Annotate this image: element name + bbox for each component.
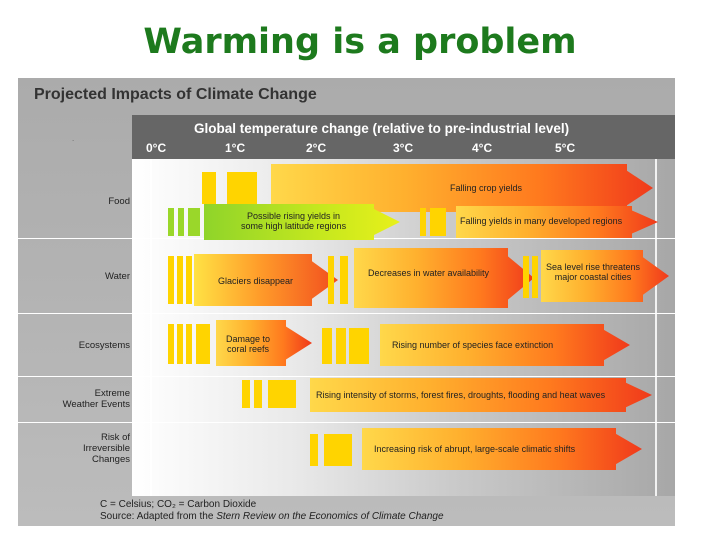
impact-step-bar (242, 380, 250, 408)
impact-step-bar (186, 256, 192, 304)
impact-step-bar (268, 380, 296, 408)
row-label-water: Water (105, 271, 130, 282)
impact-step-bar (328, 256, 334, 304)
axis-title: Global temperature change (relative to p… (194, 121, 570, 136)
slide-title: Warming is a problem (143, 22, 577, 62)
impact-arrow-extreme-weather (310, 378, 652, 412)
impact-step-bar (202, 172, 216, 204)
row-label-extreme-weather: Extreme Weather Events (62, 388, 130, 410)
impact-step-bar (310, 434, 318, 466)
impact-label-coral-reefs: Damage to coral reefs (226, 334, 271, 354)
impact-label-falling-yields-developed: Falling yields in many developed regions (460, 216, 623, 226)
impact-step-bar (254, 380, 262, 408)
impact-arrow-falling-yields-developed (456, 206, 658, 238)
row-label-ecosystems: Ecosystems (78, 340, 130, 351)
gridline-5c (655, 159, 657, 496)
impact-step-bar (177, 324, 183, 364)
impact-label-rising-yields: Possible rising yields in some high lati… (241, 211, 347, 231)
impact-step-bar (420, 208, 426, 236)
gridline-0c (150, 159, 152, 496)
impact-step-bar (336, 328, 346, 364)
impact-step-bar (196, 324, 210, 364)
impact-step-bar (188, 208, 200, 236)
impact-step-bar (340, 256, 348, 304)
impact-step-bar (523, 256, 529, 298)
row-label-irreversible-changes: Risk of Irreversible Changes (83, 432, 130, 465)
tick-1c: 1°C (225, 141, 246, 155)
stray-mark: . (72, 134, 75, 143)
tick-5c: 5°C (555, 141, 576, 155)
row-separator (18, 422, 675, 423)
impact-step-bar (322, 328, 332, 364)
row-label-food: Food (108, 196, 130, 207)
chart-heading: Projected Impacts of Climate Change (34, 86, 317, 103)
impact-step-bar (168, 208, 174, 236)
impact-step-bar (178, 208, 184, 236)
impact-step-bar (324, 434, 352, 466)
impact-label-species-extinction: Rising number of species face extinction (392, 340, 554, 350)
temperature-axis-header: Global temperature change (relative to p… (132, 115, 675, 159)
impact-label-climatic-shifts: Increasing risk of abrupt, large-scale c… (374, 444, 576, 454)
impact-step-bar (168, 324, 174, 364)
impact-step-bar (532, 256, 538, 298)
impact-step-bar (168, 256, 174, 304)
impact-step-bar (430, 208, 446, 236)
impact-arrow-species-extinction (380, 324, 630, 366)
impact-label-glaciers-disappear: Glaciers disappear (218, 276, 294, 286)
impact-label-water-availability: Decreases in water availability (368, 268, 490, 278)
impact-label-sea-level-rise: Sea level rise threatens major coastal c… (546, 262, 641, 282)
impact-step-bar (186, 324, 192, 364)
footnote-source: Source: Adapted from the Stern Review on… (100, 511, 444, 522)
climate-impacts-chart: Projected Impacts of Climate Change . Gl… (18, 78, 675, 526)
tick-2c: 2°C (306, 141, 327, 155)
impact-arrow-climatic-shifts (362, 428, 642, 470)
row-separator (18, 376, 675, 377)
impact-step-bar (227, 172, 257, 204)
footnote-units: C = Celsius; CO₂ = Carbon Dioxide (100, 499, 257, 510)
row-separator (18, 313, 675, 314)
tick-4c: 4°C (472, 141, 493, 155)
tick-3c: 3°C (393, 141, 414, 155)
tick-0c: 0°C (146, 141, 167, 155)
impact-arrow-rising-yields (204, 204, 400, 240)
impact-step-bar (177, 256, 183, 304)
impact-label-falling-crop-yields: Falling crop yields (450, 183, 523, 193)
impact-label-extreme-weather: Rising intensity of storms, forest fires… (316, 390, 606, 400)
impact-step-bar (349, 328, 369, 364)
impact-arrow-water-availability (354, 248, 534, 308)
